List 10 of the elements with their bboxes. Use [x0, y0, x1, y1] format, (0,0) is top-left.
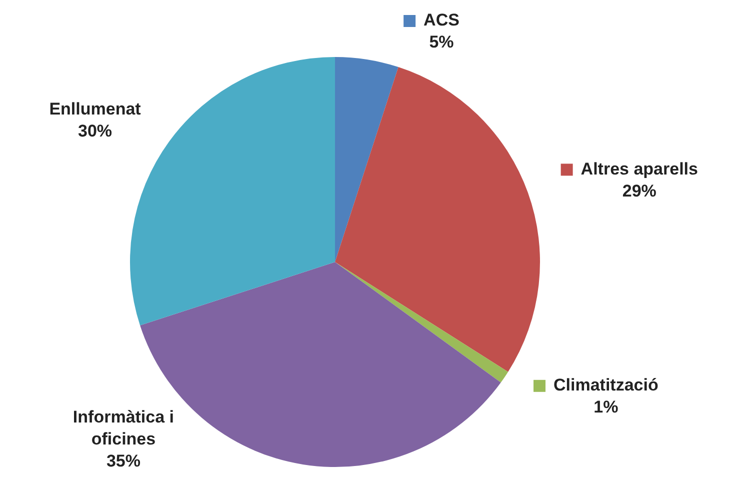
legend-label: Climatització — [553, 376, 658, 395]
slice-label: Informàtica i oficines — [72, 408, 174, 449]
legend-label: Altres aparells — [580, 159, 698, 178]
legend-label: ACS — [424, 10, 460, 30]
data-label: 29% — [622, 181, 656, 200]
slice-label: Enllumenat — [49, 100, 142, 119]
data-label: 1% — [594, 398, 618, 417]
data-label: 5% — [429, 32, 454, 52]
data-label: 30% — [78, 122, 112, 141]
data-label: 35% — [106, 452, 140, 471]
